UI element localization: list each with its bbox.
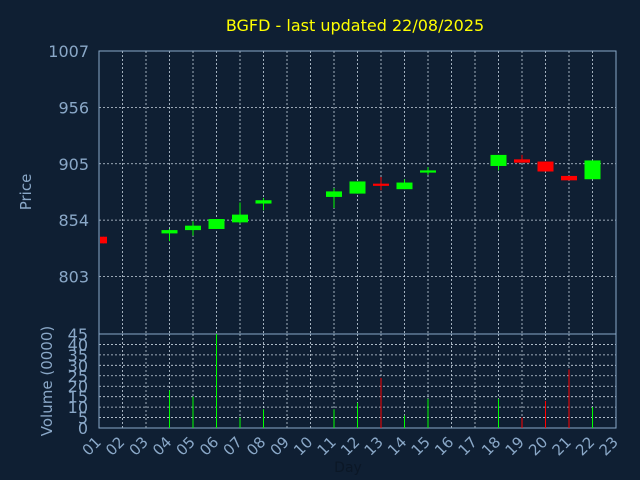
candle-body-13 [373,183,389,186]
price-tick-label: 956 [58,98,89,117]
candle-body-20 [537,161,554,172]
price-axis-label: Price [17,174,35,211]
candle-body-07 [232,214,248,223]
volume-tick-label: 25 [68,367,88,386]
candle-body-01 [100,236,107,244]
volume-tick-label: 30 [68,356,88,375]
volume-tick-label: 45 [68,325,88,344]
volume-tick-label: 5 [78,409,88,428]
volume-tick-label: 40 [68,335,88,354]
candle-body-15 [420,170,436,173]
price-tick-label: 803 [58,268,89,287]
candle-body-22 [584,160,601,180]
price-axis: 803 854 905 956 1007 [48,42,89,287]
volume-axis-label: Volume (0000) [38,326,56,436]
volume-tick-label: 20 [68,377,88,396]
volume-tick-label: 35 [68,346,88,365]
candle-body-19 [514,159,530,163]
candle-body-08 [255,200,272,204]
price-tick-label: 1007 [48,42,89,61]
price-tick-label: 905 [58,155,89,174]
volume-tick-label: 0 [78,419,88,438]
candle-body-11 [326,191,342,197]
volume-tick-label: 10 [68,398,88,417]
candles [100,154,601,244]
price-tick-label: 854 [58,211,89,230]
x-axis-label: Day [334,460,362,476]
volume-bars [169,334,593,428]
candle-body-05 [185,225,201,231]
candle-body-12 [349,181,366,194]
x-axis: 0102030405060708091011121314151617181920… [79,433,622,459]
candle-body-21 [561,175,577,181]
candle-body-04 [161,230,178,234]
candle-body-18 [490,154,507,166]
chart-title: BGFD - last updated 22/08/2025 [226,16,484,35]
volume-tick-label: 15 [68,388,88,407]
candle-body-14 [396,182,413,190]
candle-body-06 [208,219,225,229]
